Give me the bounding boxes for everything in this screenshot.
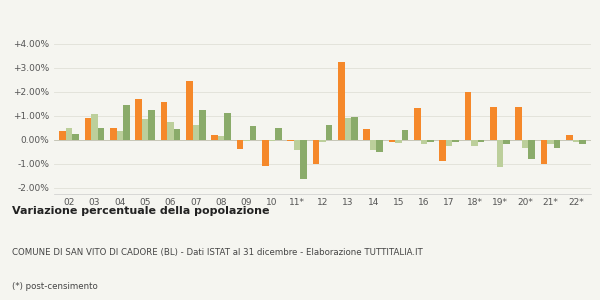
Bar <box>262 140 269 166</box>
Bar <box>497 140 503 167</box>
Bar <box>110 128 116 140</box>
Bar <box>529 140 535 159</box>
Bar <box>376 140 383 152</box>
Bar <box>566 135 572 140</box>
Bar <box>541 140 547 164</box>
Bar <box>338 61 344 140</box>
Bar <box>547 140 554 144</box>
Bar <box>250 126 256 140</box>
Bar <box>427 140 434 142</box>
Bar <box>148 110 155 140</box>
Bar <box>73 134 79 140</box>
Bar <box>91 114 98 140</box>
Bar <box>218 136 224 140</box>
Bar <box>142 119 148 140</box>
Bar <box>414 108 421 140</box>
Bar <box>554 140 560 148</box>
Text: (*) post-censimento: (*) post-censimento <box>12 282 98 291</box>
Bar <box>344 118 351 140</box>
Bar <box>287 140 294 141</box>
Bar <box>319 140 326 142</box>
Bar <box>301 140 307 179</box>
Bar <box>326 125 332 140</box>
Bar <box>370 140 376 150</box>
Bar <box>123 105 130 140</box>
Bar <box>174 129 181 140</box>
Bar <box>161 102 167 140</box>
Bar <box>66 128 73 140</box>
Bar <box>395 140 402 143</box>
Bar <box>313 140 319 164</box>
Bar <box>464 92 471 140</box>
Bar <box>402 130 409 140</box>
Bar <box>522 140 529 148</box>
Bar <box>446 140 452 146</box>
Bar <box>199 110 206 140</box>
Bar <box>503 140 509 144</box>
Bar <box>167 122 174 140</box>
Bar <box>294 140 301 150</box>
Bar <box>193 125 199 140</box>
Bar <box>98 128 104 140</box>
Bar <box>269 140 275 141</box>
Bar <box>275 128 282 140</box>
Bar <box>59 131 66 140</box>
Bar <box>351 117 358 140</box>
Bar <box>116 131 123 140</box>
Bar <box>224 113 231 140</box>
Bar <box>389 140 395 142</box>
Bar <box>186 81 193 140</box>
Bar <box>515 107 522 140</box>
Bar <box>243 140 250 141</box>
Bar <box>421 140 427 144</box>
Bar <box>579 140 586 144</box>
Bar <box>572 140 579 142</box>
Bar <box>452 140 459 142</box>
Bar <box>363 129 370 140</box>
Bar <box>211 135 218 140</box>
Bar <box>471 140 478 146</box>
Bar <box>85 118 91 140</box>
Bar <box>490 107 497 140</box>
Bar <box>136 99 142 140</box>
Text: Variazione percentuale della popolazione: Variazione percentuale della popolazione <box>12 206 269 215</box>
Text: COMUNE DI SAN VITO DI CADORE (BL) - Dati ISTAT al 31 dicembre - Elaborazione TUT: COMUNE DI SAN VITO DI CADORE (BL) - Dati… <box>12 248 423 256</box>
Bar <box>439 140 446 161</box>
Bar <box>478 140 484 142</box>
Bar <box>236 140 243 149</box>
